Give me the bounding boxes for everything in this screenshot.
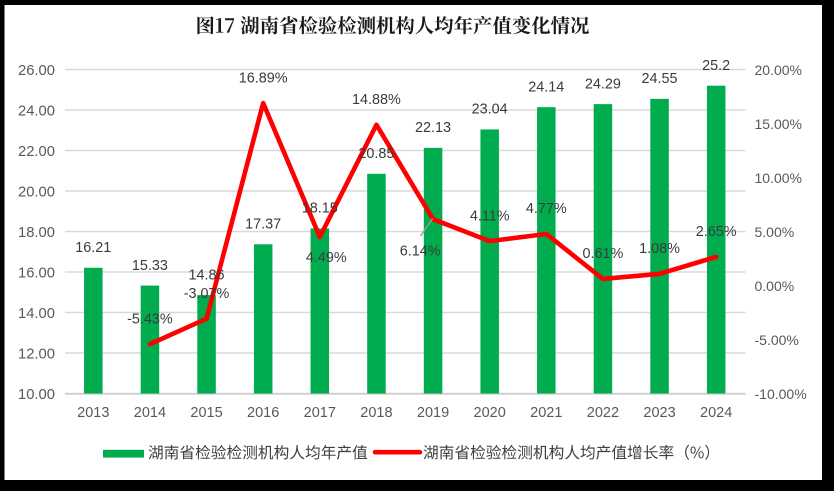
- svg-text:25.2: 25.2: [702, 58, 730, 74]
- svg-text:-3.07%: -3.07%: [184, 286, 230, 302]
- svg-text:0.61%: 0.61%: [583, 246, 624, 262]
- svg-text:12.00: 12.00: [18, 346, 55, 362]
- svg-text:24.29: 24.29: [585, 76, 621, 92]
- svg-text:22.00: 22.00: [18, 144, 55, 160]
- svg-text:1.08%: 1.08%: [639, 241, 680, 257]
- svg-text:2019: 2019: [417, 405, 449, 421]
- svg-text:18.00: 18.00: [18, 225, 55, 241]
- svg-text:2021: 2021: [530, 405, 562, 421]
- svg-text:2022: 2022: [587, 405, 619, 421]
- svg-text:0.00%: 0.00%: [755, 278, 795, 294]
- svg-text:16.00: 16.00: [18, 265, 55, 281]
- svg-text:4.77%: 4.77%: [526, 201, 567, 217]
- svg-text:2023: 2023: [643, 405, 675, 421]
- svg-text:2015: 2015: [190, 405, 222, 421]
- svg-text:18.15: 18.15: [302, 201, 338, 217]
- svg-text:20.00%: 20.00%: [755, 62, 802, 78]
- svg-text:2016: 2016: [247, 405, 279, 421]
- svg-text:22.13: 22.13: [415, 120, 451, 136]
- svg-text:14.88%: 14.88%: [352, 92, 401, 108]
- svg-text:2024: 2024: [700, 405, 732, 421]
- svg-text:24.55: 24.55: [642, 71, 678, 87]
- svg-text:2020: 2020: [474, 405, 506, 421]
- svg-text:5.00%: 5.00%: [755, 224, 795, 240]
- svg-text:14.00: 14.00: [18, 306, 55, 322]
- svg-text:15.33: 15.33: [132, 258, 168, 274]
- svg-text:26.00: 26.00: [18, 63, 55, 79]
- svg-text:2014: 2014: [134, 405, 166, 421]
- svg-text:2013: 2013: [77, 405, 109, 421]
- svg-text:-10.00%: -10.00%: [755, 386, 807, 402]
- svg-text:20.85: 20.85: [358, 146, 394, 162]
- svg-text:10.00: 10.00: [18, 387, 55, 403]
- svg-text:4.49%: 4.49%: [306, 250, 347, 266]
- svg-text:23.04: 23.04: [472, 102, 508, 118]
- svg-text:17.37: 17.37: [245, 216, 281, 232]
- svg-text:16.21: 16.21: [75, 240, 111, 256]
- svg-text:20.00: 20.00: [18, 184, 55, 200]
- svg-text:6.14%: 6.14%: [400, 244, 441, 260]
- svg-text:15.00%: 15.00%: [755, 116, 802, 132]
- svg-text:2.65%: 2.65%: [696, 224, 737, 240]
- svg-text:10.00%: 10.00%: [755, 170, 802, 186]
- svg-text:16.89%: 16.89%: [239, 70, 288, 86]
- svg-text:2018: 2018: [360, 405, 392, 421]
- svg-text:4.11%: 4.11%: [470, 208, 510, 224]
- svg-text:-5.00%: -5.00%: [755, 332, 799, 348]
- svg-text:24.00: 24.00: [18, 103, 55, 119]
- svg-text:14.86: 14.86: [189, 267, 225, 283]
- svg-text:-5.43%: -5.43%: [127, 311, 173, 327]
- svg-text:24.14: 24.14: [528, 79, 564, 95]
- svg-text:2017: 2017: [304, 405, 336, 421]
